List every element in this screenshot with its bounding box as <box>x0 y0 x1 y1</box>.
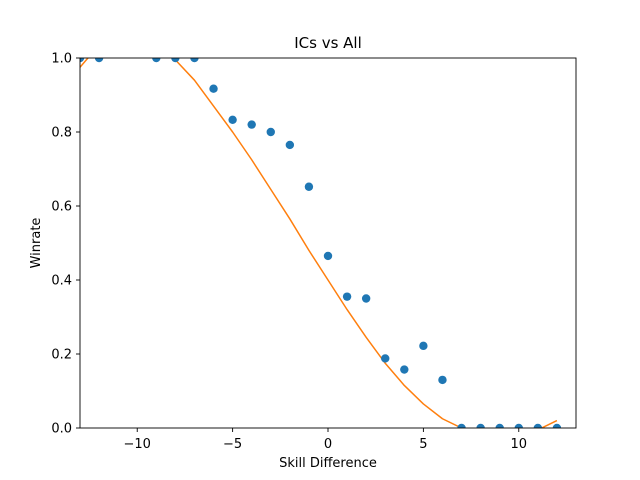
data-point <box>400 365 409 374</box>
data-point <box>495 423 504 428</box>
axes: −10 −5 0 5 10 0.0 0.2 0.4 0.6 0.8 1.0 <box>51 52 577 452</box>
data-point <box>304 182 314 191</box>
data-point <box>457 423 466 428</box>
data-point <box>552 423 562 428</box>
x-tick-label: −10 <box>124 437 151 452</box>
data-point <box>323 251 333 261</box>
data-point <box>361 294 371 303</box>
x-axis-label: Skill Difference <box>279 456 377 471</box>
x-tick-label: 10 <box>510 437 527 452</box>
data-point <box>228 115 237 124</box>
data-point <box>266 127 275 137</box>
data-point <box>152 58 161 63</box>
x-tick-label: 0 <box>324 437 332 452</box>
y-tick-label: 0.4 <box>51 274 72 289</box>
data-point <box>514 423 523 428</box>
y-tick-label: 0.0 <box>51 422 72 437</box>
data-point <box>209 84 218 93</box>
data-point <box>247 120 256 129</box>
y-tick-label: 0.2 <box>51 348 72 363</box>
y-tick-label: 0.6 <box>51 200 72 215</box>
y-tick-label: 1.0 <box>51 52 72 67</box>
data-point <box>80 58 85 63</box>
chart-title: ICs vs All <box>294 34 362 52</box>
data-point <box>438 375 447 385</box>
x-tick-label: −5 <box>223 437 242 452</box>
data-point <box>94 58 104 63</box>
data-point <box>342 292 352 301</box>
data-point <box>381 354 390 363</box>
data-point <box>171 58 180 63</box>
data-point <box>476 423 485 428</box>
data-point <box>533 423 543 428</box>
data-point <box>190 58 199 63</box>
data-point <box>285 140 295 150</box>
y-axis-label: Winrate <box>29 218 44 269</box>
data-point <box>419 341 428 351</box>
x-tick-label: 5 <box>419 437 427 452</box>
fit-line <box>80 58 558 428</box>
plot-area <box>80 58 562 428</box>
y-tick-label: 0.8 <box>51 126 72 141</box>
